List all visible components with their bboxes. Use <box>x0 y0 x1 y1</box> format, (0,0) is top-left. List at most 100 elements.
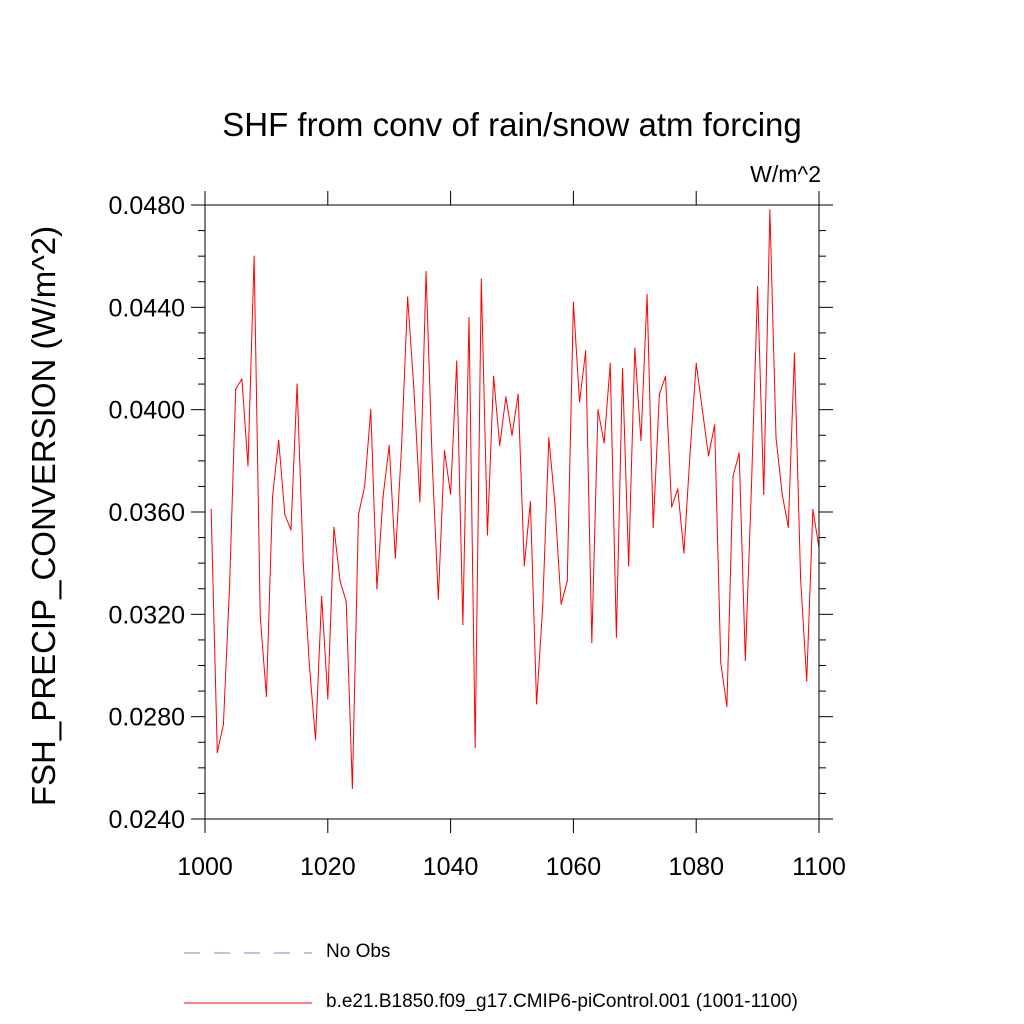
data-point <box>290 529 292 531</box>
x-tick-label: 1020 <box>300 853 356 881</box>
x-tick-label: 1100 <box>792 853 846 881</box>
data-point <box>370 409 372 411</box>
data-point <box>799 577 802 580</box>
data-point <box>443 450 446 452</box>
minor-ticks <box>198 230 826 794</box>
data-point <box>738 452 740 454</box>
major-ticks <box>191 191 833 833</box>
data-point <box>235 388 237 390</box>
data-point <box>664 375 667 378</box>
y-axis-label: FSH_PRECIP_CONVERSION (W/m^2) <box>25 225 62 807</box>
data-point <box>628 565 630 567</box>
data-point <box>769 209 771 211</box>
data-point <box>572 301 575 303</box>
plot-frame <box>204 204 820 820</box>
data-point <box>603 442 605 444</box>
data-point <box>535 703 538 705</box>
data-point <box>597 409 599 411</box>
data-point <box>615 636 617 638</box>
data-point <box>511 434 513 436</box>
x-tick-label: 1080 <box>668 853 724 881</box>
data-point <box>560 603 562 605</box>
data-point <box>548 437 550 439</box>
y-tick-label: 0.0480 <box>109 192 185 220</box>
legend-label-no-obs: No Obs <box>326 941 391 962</box>
data-point <box>450 493 452 495</box>
data-point <box>578 401 581 403</box>
data-point <box>265 695 267 697</box>
y-tick-label: 0.0400 <box>109 397 185 425</box>
data-point <box>720 662 722 664</box>
data-point <box>812 508 814 511</box>
data-point <box>210 508 212 511</box>
data-point <box>253 255 255 257</box>
data-point <box>486 534 489 536</box>
data-point <box>677 488 679 490</box>
data-point <box>284 513 286 516</box>
data-point <box>529 501 532 503</box>
data-point <box>468 316 470 319</box>
chart-title: SHF from conv of rain/snow atm forcing <box>222 106 802 143</box>
y-tick-label: 0.0320 <box>109 601 185 629</box>
data-point <box>364 485 366 488</box>
data-point <box>763 493 765 495</box>
data-point <box>775 437 777 439</box>
data-point <box>757 286 759 288</box>
data-point <box>327 698 329 700</box>
data-point <box>714 424 716 426</box>
data-point <box>517 393 519 395</box>
data-point <box>456 360 458 362</box>
data-point <box>314 739 317 741</box>
plot-lines <box>210 209 820 789</box>
y-tick-label: 0.0240 <box>109 806 185 834</box>
data-point <box>695 363 697 365</box>
data-point <box>652 526 654 528</box>
data-point <box>400 447 403 449</box>
data-point <box>216 751 218 754</box>
data-point <box>634 347 636 349</box>
data-point <box>222 723 225 725</box>
data-point <box>732 475 734 477</box>
data-point <box>480 278 482 280</box>
x-tick-label: 1060 <box>546 853 602 881</box>
data-point <box>542 606 544 608</box>
data-point <box>591 641 593 644</box>
data-point <box>228 585 231 587</box>
data-point <box>554 503 556 505</box>
data-point <box>425 270 427 273</box>
data-point <box>241 378 243 380</box>
data-point <box>419 501 421 503</box>
data-point <box>394 557 396 559</box>
data-point <box>333 526 335 528</box>
data-point <box>689 452 691 454</box>
data-point <box>437 598 439 600</box>
x-tick-label: 1000 <box>177 853 233 881</box>
data-point <box>726 705 728 708</box>
legend-lines <box>184 952 312 1004</box>
data-point <box>351 787 353 789</box>
series-line <box>210 209 820 789</box>
data-point <box>499 444 501 447</box>
data-point <box>707 455 710 457</box>
data-point <box>585 350 587 352</box>
units-label: W/m^2 <box>750 161 821 187</box>
data-point <box>474 746 476 748</box>
data-point <box>302 562 304 564</box>
data-point <box>308 664 310 667</box>
data-point <box>278 439 280 441</box>
data-point <box>609 363 611 365</box>
data-point <box>750 485 753 488</box>
data-point <box>259 616 261 618</box>
data-point <box>321 595 323 598</box>
y-tick-label: 0.0440 <box>109 294 185 322</box>
x-tick-label: 1040 <box>423 853 479 881</box>
data-point <box>505 396 507 398</box>
data-point <box>781 493 783 495</box>
data-point <box>701 409 703 411</box>
data-point <box>407 296 409 298</box>
data-point <box>492 375 495 378</box>
data-point <box>646 293 648 296</box>
data-point <box>345 600 347 603</box>
data-point <box>683 552 685 554</box>
